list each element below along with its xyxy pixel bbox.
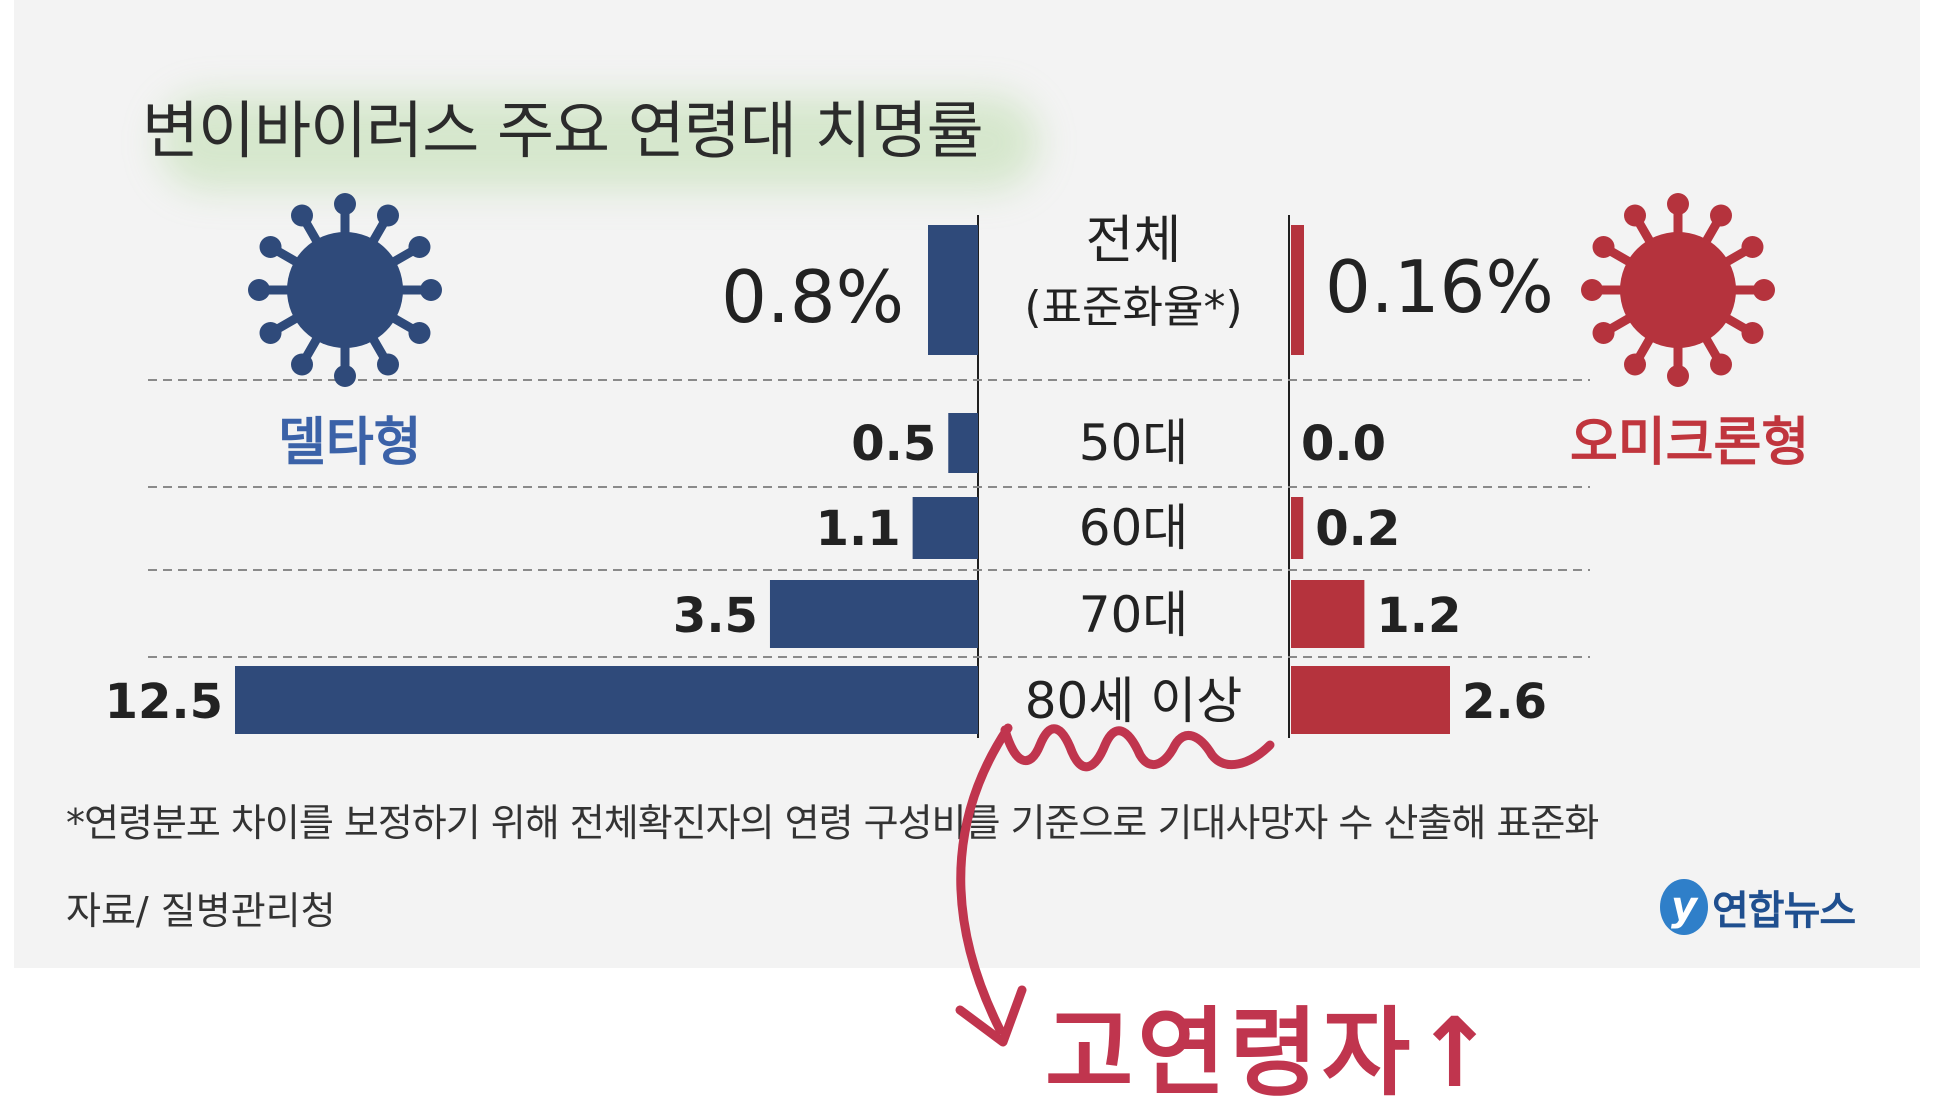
delta-virus-icon	[248, 193, 442, 387]
virus-spike-tip	[1592, 322, 1615, 344]
footnote: *연령분포 차이를 보정하기 위해 전체확진자의 연령 구성비를 기준으로 기대…	[66, 801, 1599, 845]
wavy-underline	[1000, 724, 1275, 772]
bar-delta	[235, 666, 978, 734]
category-sublabel-overall: (표준화율*)	[1024, 282, 1242, 333]
virus-spike-tip	[334, 193, 356, 215]
virus-spike-tip	[259, 236, 282, 258]
virus-spike-tip	[1624, 204, 1646, 227]
value-label-omicron: 1.2	[1376, 588, 1461, 644]
category-label: 70대	[1079, 586, 1189, 644]
category-label: 80세 이상	[1025, 672, 1243, 730]
virus-spike-tip	[377, 353, 399, 376]
virus-spike-tip	[1741, 236, 1764, 258]
value-label-omicron: 2.6	[1462, 674, 1547, 730]
value-label-delta: 12.5	[105, 674, 223, 730]
virus-spike-tip	[334, 365, 356, 387]
logo-text: 연합뉴스	[1712, 888, 1856, 934]
virus-spike-tip	[291, 353, 313, 376]
virus-spike-tip	[1624, 353, 1646, 376]
bar-overall-omicron	[1291, 225, 1304, 355]
legend-omicron: 오미크론형	[1570, 413, 1810, 473]
virus-spike-tip	[291, 204, 313, 227]
value-label-omicron: 0.2	[1315, 501, 1400, 557]
virus-spike-tip	[1741, 322, 1764, 344]
value-label-delta: 3.5	[673, 588, 758, 644]
virus-spike-tip	[408, 322, 431, 344]
bar-delta	[948, 413, 978, 473]
arrow-head-icon	[955, 985, 1027, 1047]
bar-overall-delta	[928, 225, 978, 355]
category-label-overall: 전체	[1086, 211, 1182, 271]
bar-omicron	[1291, 666, 1450, 734]
bar-delta	[769, 580, 978, 648]
virus-spike-tip	[1753, 279, 1775, 301]
virus-spike-tip	[1710, 353, 1732, 376]
value-label-omicron: 0.0	[1301, 416, 1386, 472]
virus-spike-tip	[1581, 279, 1603, 301]
omicron-virus-icon	[1581, 193, 1775, 387]
virus-spike-tip	[259, 322, 282, 344]
annotation-text: 고연령자↑	[1045, 997, 1499, 1109]
value-label-delta: 1.1	[816, 501, 901, 557]
yonhap-logo: y 연합뉴스	[1660, 878, 1856, 936]
virus-spike-tip	[1710, 204, 1732, 227]
source-note: 자료/ 질병관리청	[66, 889, 336, 933]
bar-omicron	[1291, 497, 1304, 559]
bar-delta	[912, 497, 978, 559]
value-label-delta: 0.5	[851, 416, 936, 472]
virus-body	[287, 232, 403, 348]
category-label: 60대	[1079, 499, 1189, 557]
virus-spike-tip	[1667, 193, 1689, 215]
virus-spike-tip	[1667, 365, 1689, 387]
bar-omicron	[1291, 580, 1365, 648]
virus-spike-tip	[420, 279, 442, 301]
category-label: 50대	[1079, 414, 1189, 472]
legend-delta: 델타형	[278, 413, 422, 473]
value-label-overall-delta: 0.8%	[721, 255, 904, 339]
virus-spike-tip	[248, 279, 270, 301]
chart-title: 변이바이러스 주요 연령대 치명률	[142, 94, 984, 167]
virus-spike-tip	[377, 204, 399, 227]
virus-spike-tip	[408, 236, 431, 258]
title-highlight	[159, 95, 1039, 190]
value-label-overall-omicron: 0.16%	[1325, 245, 1554, 329]
logo-mark-icon: y	[1660, 879, 1708, 935]
curved-arrow-stem	[956, 723, 1013, 1035]
virus-spike-tip	[1592, 236, 1615, 258]
virus-body	[1620, 232, 1736, 348]
